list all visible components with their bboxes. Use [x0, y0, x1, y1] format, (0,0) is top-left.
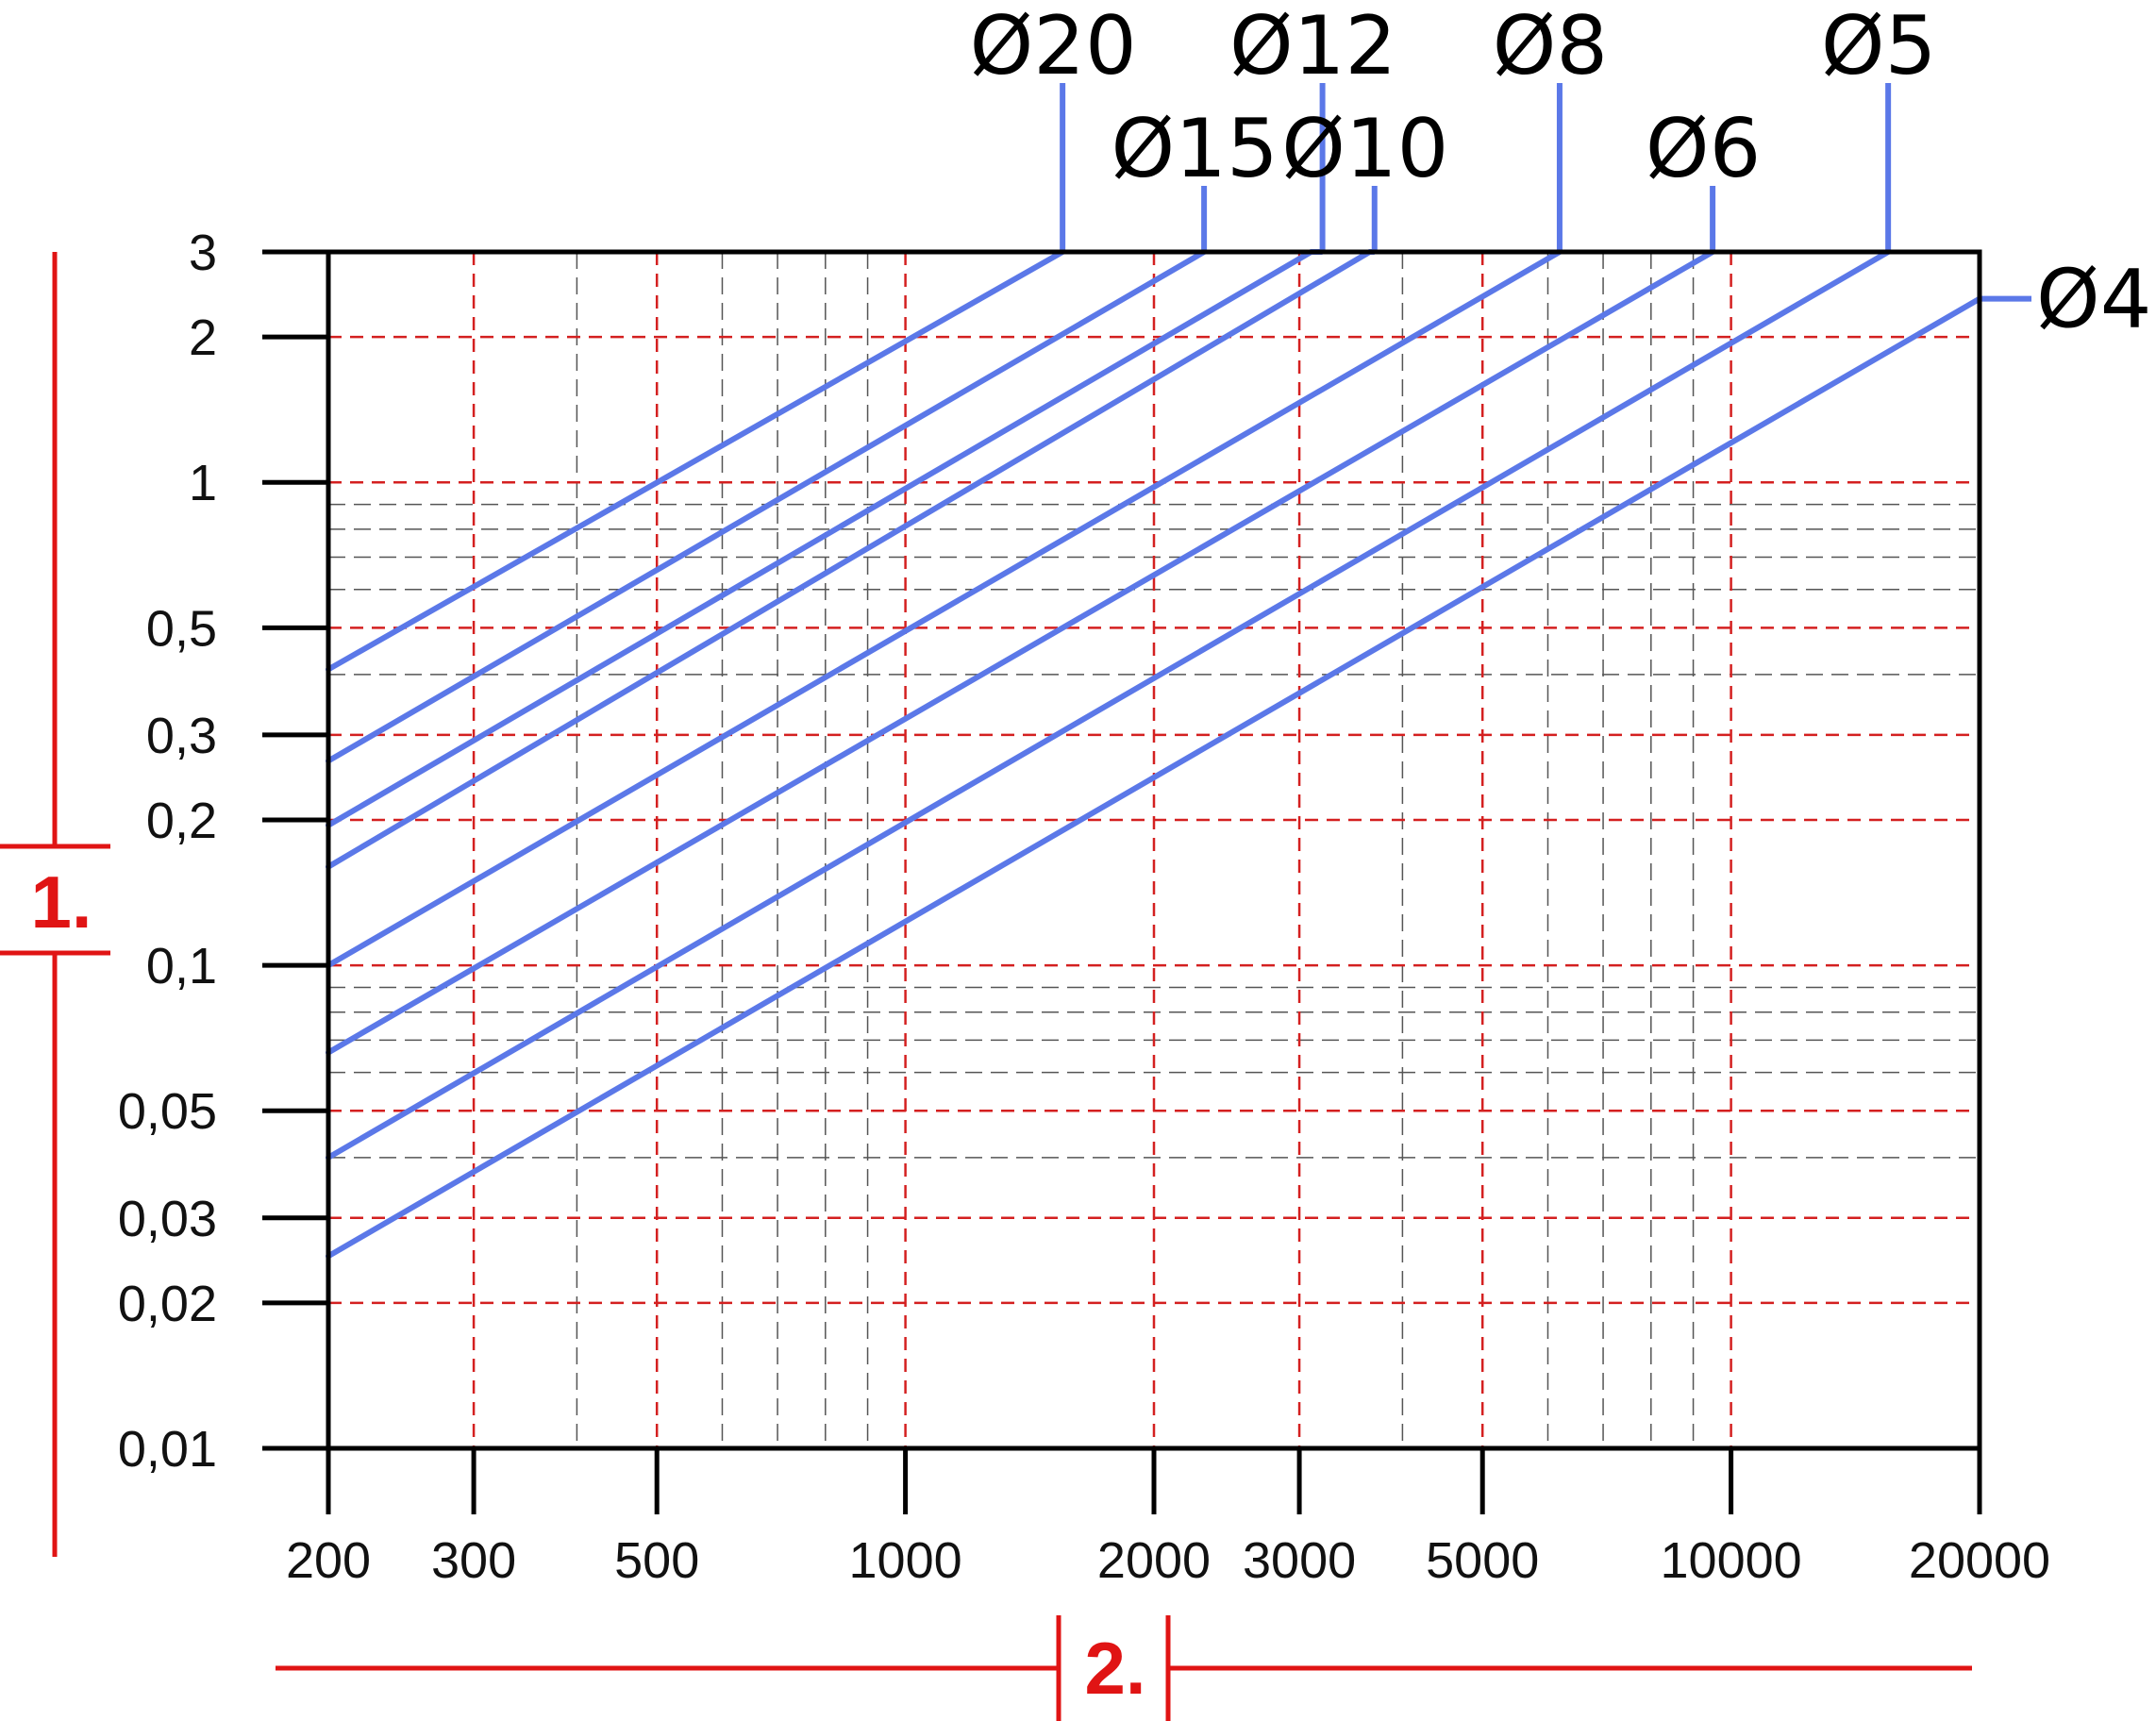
series-label-3: Ø10 — [1281, 102, 1448, 196]
x-tick-label: 500 — [614, 1532, 699, 1589]
series-line-1 — [326, 249, 1208, 764]
series-label-0: Ø20 — [970, 0, 1137, 93]
x-tick-label: 300 — [431, 1532, 516, 1589]
ticks: 0,01 0,02 0,03 0,05 0,1 0,2 0,3 0,5 1 2 3 200 300 500… — [118, 225, 2050, 1589]
y-tick-label: 3 — [189, 225, 217, 281]
y-tick-label: 0,2 — [146, 793, 217, 849]
x-axis-marker-label: 2. — [1084, 1627, 1145, 1710]
series-label-4: Ø8 — [1493, 0, 1608, 93]
series-label-7: Ø4 — [2036, 253, 2151, 347]
series-line-5 — [326, 249, 1716, 1056]
y-tick-label: 0,05 — [118, 1083, 217, 1140]
x-tick-label: 3000 — [1243, 1532, 1356, 1589]
y-tick-label: 0,3 — [146, 708, 217, 764]
y-tick-label: 0,02 — [118, 1276, 217, 1332]
y-tick-label: 0,1 — [146, 938, 217, 994]
y-tick-label: 1 — [189, 455, 217, 511]
series-line-3 — [326, 249, 1373, 870]
x-tick-label: 200 — [286, 1532, 371, 1589]
x-tick-label: 20000 — [1909, 1532, 2050, 1589]
series-line-0 — [326, 249, 1066, 673]
x-tick-label: 1000 — [849, 1532, 962, 1589]
x-tick-label: 5000 — [1426, 1532, 1539, 1589]
y-tick-label: 0,5 — [146, 600, 217, 657]
series-line-2 — [326, 249, 1314, 828]
series-label-1: Ø15 — [1111, 102, 1279, 196]
series-line-7 — [326, 295, 1982, 1260]
y-tick-label: 0,01 — [118, 1421, 217, 1478]
series-label-2: Ø12 — [1229, 0, 1396, 93]
y-axis-marker-label: 1. — [30, 860, 92, 944]
grid — [328, 252, 1980, 1448]
y-tick-label: 0,03 — [118, 1191, 217, 1247]
series-line-4 — [326, 249, 1563, 969]
x-tick-label: 2000 — [1097, 1532, 1211, 1589]
series-line-6 — [326, 249, 1892, 1161]
axis-markers: 1. 2. — [0, 252, 1972, 1721]
y-tick-label: 2 — [189, 309, 217, 366]
series-label-5: Ø6 — [1646, 102, 1761, 196]
x-tick-label: 10000 — [1661, 1532, 1802, 1589]
series-label-6: Ø5 — [1821, 0, 1936, 93]
series-lines — [326, 83, 2031, 1260]
